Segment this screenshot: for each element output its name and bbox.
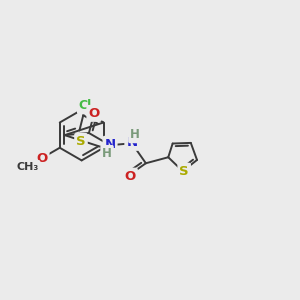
Text: N: N [104,138,116,151]
Text: O: O [124,169,136,183]
Text: S: S [179,165,189,178]
Text: H: H [130,128,140,142]
Text: H: H [102,147,112,160]
Text: S: S [76,135,86,148]
Text: O: O [36,152,48,165]
Text: Cl: Cl [79,99,92,112]
Text: O: O [88,107,100,120]
Text: CH₃: CH₃ [16,162,39,172]
Text: N: N [126,136,137,149]
